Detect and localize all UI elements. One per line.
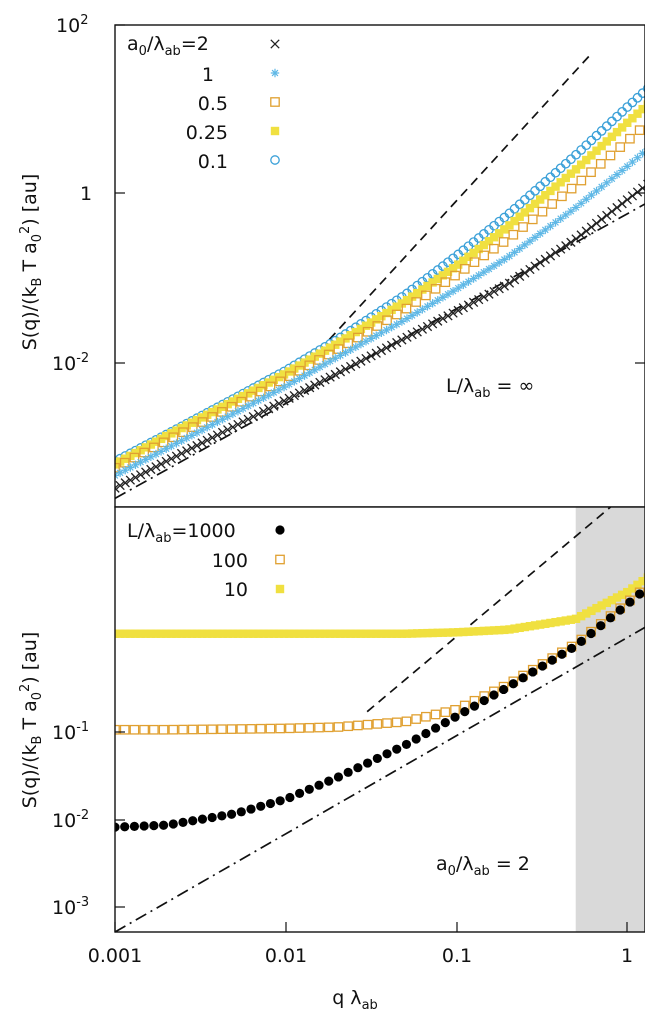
data-point — [521, 241, 529, 249]
data-point — [402, 740, 411, 749]
data-point — [159, 821, 168, 830]
legend-marker — [276, 585, 284, 593]
x-tick-label-1: 1 — [621, 945, 633, 967]
data-point — [246, 804, 255, 813]
data-point — [373, 754, 382, 763]
y-tick-label-0.001: 10-3 — [52, 895, 89, 919]
data-point — [324, 777, 333, 786]
data-point — [208, 813, 217, 822]
data-point — [285, 793, 294, 802]
data-point — [577, 199, 585, 207]
data-point — [266, 799, 275, 808]
data-point — [353, 763, 362, 772]
data-point — [169, 819, 178, 828]
y-tick-label-1: 1 — [80, 183, 92, 205]
svg-text:S(q)/(kB T a02) [au]: S(q)/(kB T a02) [au] — [18, 632, 45, 809]
data-point — [587, 191, 595, 199]
data-point — [548, 656, 557, 665]
data-point — [635, 589, 644, 598]
data-point — [276, 796, 285, 805]
data-point — [603, 179, 611, 187]
data-point — [178, 818, 187, 827]
data-point — [518, 673, 527, 682]
data-point — [295, 789, 304, 798]
data-point — [596, 621, 605, 630]
x-tick-label-0.001: 0.001 — [88, 945, 142, 967]
data-point — [586, 629, 595, 638]
data-point — [421, 729, 430, 738]
svg-text:S(q)/(kB T a02) [au]: S(q)/(kB T a02) [au] — [18, 174, 45, 351]
data-point — [538, 661, 547, 670]
data-point — [334, 772, 343, 781]
x-axis-label: q λab — [332, 987, 378, 1013]
data-point — [546, 222, 554, 230]
y-axis-label-top: S(q)/(kB T a02) [au] — [18, 174, 45, 351]
data-point — [616, 605, 625, 614]
data-point — [412, 734, 421, 743]
data-point — [572, 203, 580, 211]
data-point — [606, 613, 615, 622]
legend-marker — [271, 127, 279, 135]
data-point — [392, 745, 401, 754]
data-point — [256, 802, 265, 811]
data-point — [618, 166, 626, 174]
legend-label-100: 100 — [212, 550, 248, 572]
legend-label-10: 10 — [224, 579, 248, 601]
legend-label-0.5: 0.5 — [198, 93, 228, 115]
data-point — [120, 822, 129, 831]
x-tick-label-0.01: 0.01 — [265, 945, 307, 967]
data-point — [551, 218, 559, 226]
legend-marker — [275, 525, 284, 534]
legend-label-0.1: 0.1 — [198, 151, 228, 173]
data-point — [305, 785, 314, 794]
data-point — [531, 233, 539, 241]
data-point — [344, 768, 353, 777]
data-point — [441, 718, 450, 727]
data-point — [515, 244, 523, 252]
data-point — [382, 749, 391, 758]
data-point — [217, 811, 226, 820]
data-point — [227, 810, 236, 819]
y-tick-label-100: 102 — [56, 13, 88, 37]
top-chart-panel: 102 1 10-2 a0/λab=2 1 0.5 0.25 0.1 L/λab… — [52, 13, 645, 507]
data-point — [557, 650, 566, 659]
bottom-chart-panel: 10-1 10-2 10-3 0.001 0.01 0.1 1 L/λab=10… — [52, 507, 645, 967]
data-point — [625, 597, 634, 606]
data-point — [536, 229, 544, 237]
data-point — [470, 701, 479, 710]
data-point — [577, 637, 586, 646]
data-point — [314, 781, 323, 790]
y-tick-label-0.1: 10-1 — [52, 720, 89, 744]
data-point — [499, 685, 508, 694]
legend-marker — [271, 69, 279, 77]
data-point — [509, 679, 518, 688]
data-point — [528, 667, 537, 676]
data-point — [149, 821, 158, 830]
data-point — [140, 821, 149, 830]
data-point — [505, 252, 513, 260]
data-point — [188, 816, 197, 825]
data-point — [567, 644, 576, 653]
data-point — [608, 175, 616, 183]
shaded-region — [576, 507, 645, 932]
x-tick-label-0.1: 0.1 — [442, 945, 472, 967]
legend-label-1: 1 — [202, 64, 214, 86]
data-point — [480, 696, 489, 705]
data-point — [237, 807, 246, 816]
legend-label-0.25: 0.25 — [186, 122, 228, 144]
data-point — [562, 211, 570, 219]
y-axis-label-bottom: S(q)/(kB T a02) [au] — [18, 632, 45, 809]
data-point — [363, 758, 372, 767]
data-point — [198, 815, 207, 824]
data-point — [592, 187, 600, 195]
y-tick-label-0.01: 10-2 — [52, 351, 89, 375]
data-point — [460, 707, 469, 716]
data-point — [431, 723, 440, 732]
data-point — [450, 713, 459, 722]
data-point — [130, 822, 139, 831]
y-tick-label-0.01: 10-2 — [52, 808, 89, 832]
data-point — [489, 690, 498, 699]
